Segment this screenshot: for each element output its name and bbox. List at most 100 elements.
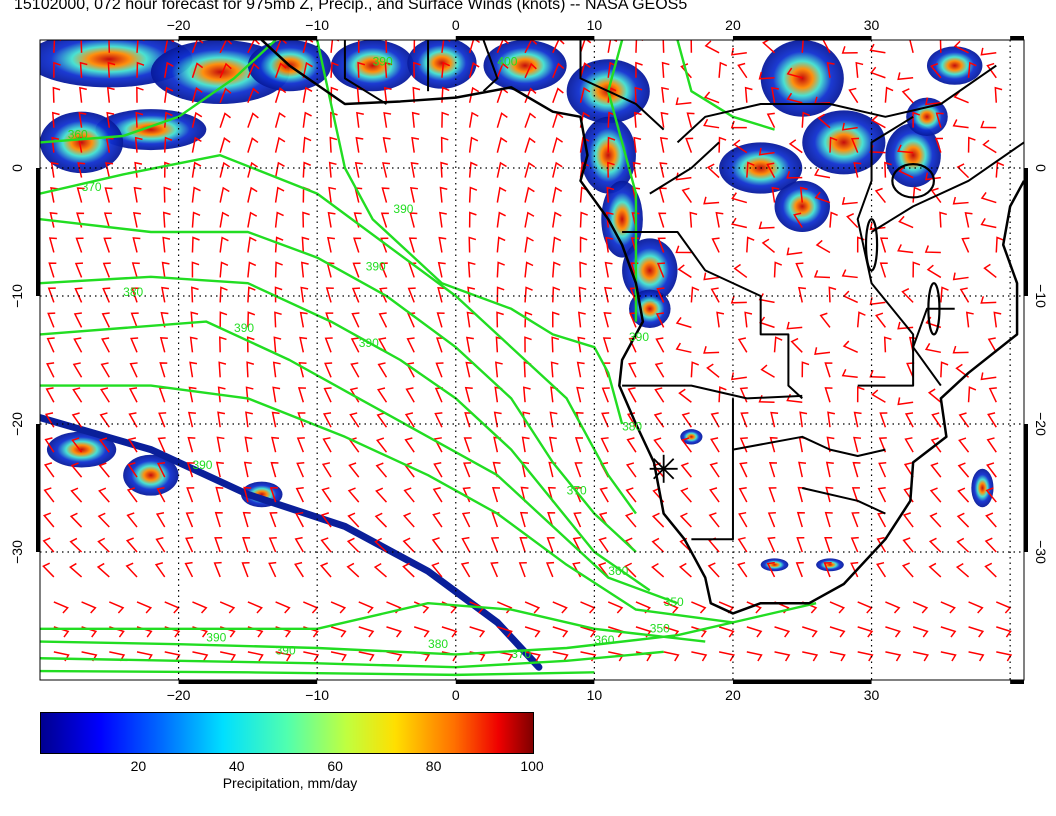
wind-barb	[327, 211, 336, 228]
colorbar-tick: 40	[229, 758, 245, 774]
wind-barb	[709, 462, 720, 478]
wind-barb	[607, 601, 624, 614]
wind-barb	[633, 136, 642, 153]
wind-barb	[601, 387, 610, 403]
wind-barb	[378, 312, 388, 328]
precip-cell	[46, 431, 117, 468]
wind-barb	[733, 139, 748, 154]
wind-barb	[155, 536, 166, 553]
wind-barb	[766, 162, 776, 178]
wind-barb	[761, 238, 776, 254]
wind-barb	[274, 311, 282, 328]
wind-barb	[496, 161, 507, 178]
wind-barb	[216, 436, 225, 453]
wind-barb	[986, 462, 997, 478]
precip-cell	[580, 116, 636, 194]
lake-outline	[864, 218, 879, 272]
wind-barb	[247, 137, 259, 153]
wind-barb	[827, 411, 836, 428]
wind-barb	[524, 211, 535, 228]
wind-barb	[984, 537, 997, 553]
wind-barb	[80, 40, 88, 53]
wind-barb	[710, 412, 720, 428]
wind-barb	[841, 269, 858, 279]
wind-barb	[853, 162, 862, 178]
wind-barb	[659, 137, 668, 153]
wind-barb	[898, 165, 914, 179]
wind-barb	[274, 211, 284, 228]
wind-barb	[579, 86, 591, 103]
wind-barb	[131, 287, 140, 303]
wind-barb	[660, 111, 669, 128]
wind-barb	[602, 337, 611, 353]
wind-barb	[814, 347, 831, 356]
wind-barb	[242, 511, 251, 528]
wind-barb	[468, 62, 480, 78]
wind-barb	[491, 486, 501, 503]
wind-barb	[801, 111, 810, 128]
wind-barb	[869, 222, 886, 231]
wind-barb	[935, 112, 944, 128]
wind-barb	[358, 626, 375, 638]
wind-barb	[44, 437, 55, 453]
wind-barb	[824, 362, 833, 378]
wind-barb	[853, 436, 862, 453]
wind-barb	[799, 411, 808, 428]
precip-cell	[802, 110, 886, 175]
border-line	[622, 384, 803, 400]
wind-barb	[296, 437, 305, 453]
wind-barb	[303, 651, 320, 662]
wind-barb	[349, 412, 360, 428]
contour-label: 370	[567, 483, 587, 497]
wind-barb	[75, 237, 84, 253]
wind-barb	[654, 387, 665, 403]
wind-barb	[767, 536, 776, 553]
wind-barb	[496, 311, 504, 328]
wind-barb	[601, 412, 610, 428]
wind-barb	[320, 512, 332, 528]
wind-barb	[986, 437, 997, 453]
wind-barb	[626, 437, 637, 453]
wind-barb	[930, 187, 942, 204]
wind-barb	[885, 601, 901, 614]
wind-barb	[574, 437, 583, 453]
wind-barb	[897, 397, 914, 406]
wind-barb	[380, 237, 389, 253]
wind-barb	[658, 212, 667, 228]
wind-barb	[606, 186, 615, 203]
contour-label: 350	[650, 622, 670, 636]
wind-barb	[552, 136, 563, 153]
wind-barb	[328, 186, 337, 203]
wind-barb	[493, 411, 502, 428]
wind-barb	[47, 287, 56, 303]
wind-barb	[869, 43, 886, 54]
wind-barb	[126, 487, 138, 503]
wind-barb	[214, 537, 223, 553]
wind-barb	[967, 61, 977, 78]
wind-barb	[885, 626, 901, 638]
wind-barb	[691, 626, 707, 638]
wind-barb	[856, 386, 865, 403]
wind-barb	[576, 361, 585, 378]
wind-barb	[330, 626, 347, 638]
wind-barb	[579, 236, 588, 253]
wind-barb	[841, 197, 858, 205]
contour-label: 370	[511, 647, 531, 661]
wind-barb	[325, 287, 334, 303]
wind-barb	[552, 186, 563, 203]
wind-barb	[407, 312, 416, 328]
precip-cell	[40, 111, 124, 174]
wind-barb	[869, 369, 886, 379]
wind-barb	[413, 40, 422, 53]
wind-barb	[579, 261, 587, 278]
wind-barb	[689, 211, 698, 228]
wind-barb	[982, 139, 997, 154]
wind-barb	[385, 40, 393, 53]
map-title: 15102000, 072 hour forecast for 975mb Z,…	[14, 0, 688, 13]
wind-barb	[679, 512, 692, 528]
wind-barb	[605, 236, 614, 253]
wind-barb	[829, 601, 846, 614]
wind-barb	[958, 412, 970, 428]
wind-barb	[825, 461, 834, 478]
wind-barb	[297, 387, 306, 403]
